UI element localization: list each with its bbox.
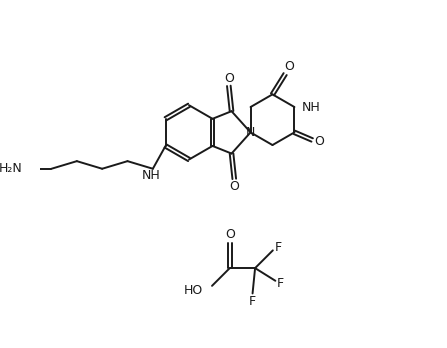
Text: NH: NH xyxy=(142,169,160,182)
Text: HO: HO xyxy=(184,284,203,297)
Text: F: F xyxy=(275,241,282,254)
Text: F: F xyxy=(277,277,284,290)
Text: N: N xyxy=(246,126,255,139)
Text: O: O xyxy=(224,72,234,85)
Text: NH: NH xyxy=(302,101,320,113)
Text: O: O xyxy=(315,135,325,148)
Text: H₂N: H₂N xyxy=(0,162,23,175)
Text: F: F xyxy=(249,295,256,308)
Text: O: O xyxy=(229,180,239,193)
Text: O: O xyxy=(285,60,295,73)
Text: O: O xyxy=(225,228,235,241)
